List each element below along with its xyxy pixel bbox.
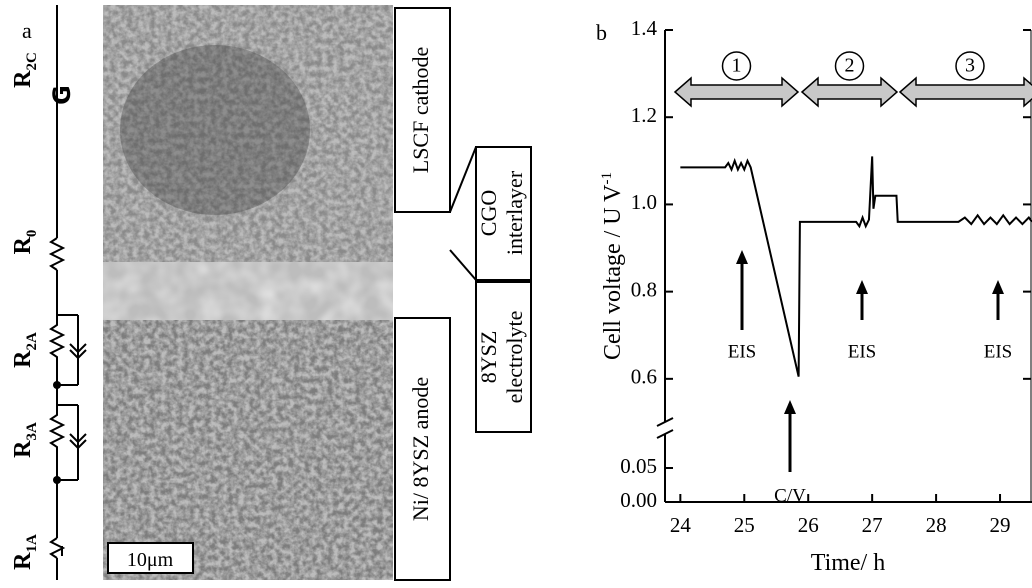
x-tick-label: 29 (990, 513, 1011, 537)
y-tick-label: 0.8 (631, 277, 657, 301)
y-axis-label-main: Cell voltage / U V (600, 184, 626, 360)
circuit-symbol: G (48, 85, 76, 105)
y-tick-label: 1.2 (631, 103, 657, 127)
layer-label: CGO (476, 190, 501, 236)
phase-label: 2 (845, 55, 855, 77)
phase-arrow (900, 78, 1032, 106)
y-tick-label: 1.4 (631, 16, 658, 40)
phase-label: 1 (732, 55, 742, 77)
x-tick-label: 24 (670, 513, 692, 537)
page: {"panel_a": {"label": "a", "layers": ["L… (0, 0, 1032, 583)
y-tick-label: 1.0 (631, 190, 657, 214)
circuit-label-main: R (10, 552, 36, 570)
plot (657, 30, 1032, 502)
annotation: EIS (848, 341, 877, 362)
annotation-arrowhead (784, 400, 796, 414)
circuit-label-sub: 3A (24, 422, 40, 441)
circuit-label-sub: 2C (24, 52, 40, 70)
y-tick-label: 0.6 (631, 365, 657, 389)
annotation-arrowhead (856, 280, 868, 294)
layer-label: LSCF cathode (408, 47, 433, 174)
circuit-label-sub: 1A (24, 534, 40, 553)
circuit-label: R0 (10, 230, 40, 255)
figure: a G LSCF cathode CGOinterlayer 8YSZelectro… (0, 0, 1032, 583)
phase-label: 3 (965, 55, 975, 77)
circuit-label: R3A (10, 422, 40, 458)
y-tick-label: 0.05 (620, 454, 657, 478)
annotation: EIS (728, 341, 757, 362)
annotation-arrowhead (736, 250, 748, 264)
annotation: EIS (984, 341, 1013, 362)
phase-arrow (675, 78, 798, 106)
annotation: C/V (774, 485, 806, 506)
x-axis-label: Time/ h (811, 550, 885, 576)
circuit-label: R2C (10, 52, 40, 88)
y-tick-label: 0.00 (620, 488, 657, 512)
circuit-label-main: R (10, 236, 36, 254)
phase-arrow (802, 78, 897, 106)
layer-label: electrolyte (502, 311, 527, 404)
circuit-label-main: R (10, 70, 36, 88)
x-tick-label: 25 (734, 513, 755, 537)
x-tick-label: 26 (798, 513, 819, 537)
scale-bar-label: 10μm (127, 549, 174, 571)
y-axis-label: Cell voltage / U V-1 (599, 172, 626, 360)
panel-label: b (596, 20, 607, 45)
circuit-label-main: R (10, 350, 36, 368)
layer-label: interlayer (502, 170, 527, 255)
layer-label: 8YSZ (476, 331, 501, 384)
sem-image (103, 5, 393, 580)
circuit-label: R2A (10, 332, 40, 368)
x-tick-label: 28 (926, 513, 947, 537)
y-axis-label-sup: -1 (599, 172, 615, 185)
annotation-arrowhead (992, 280, 1004, 294)
circuit-label-sub: 0 (24, 230, 40, 238)
panel-label: a (22, 18, 32, 43)
layer-label: Ni/ 8YSZ anode (408, 377, 433, 521)
circuit-label-sub: 2A (24, 332, 40, 351)
circuit-label-main: R (10, 440, 36, 458)
x-tick-label: 27 (862, 513, 883, 537)
circuit-label: R1A (10, 534, 40, 570)
